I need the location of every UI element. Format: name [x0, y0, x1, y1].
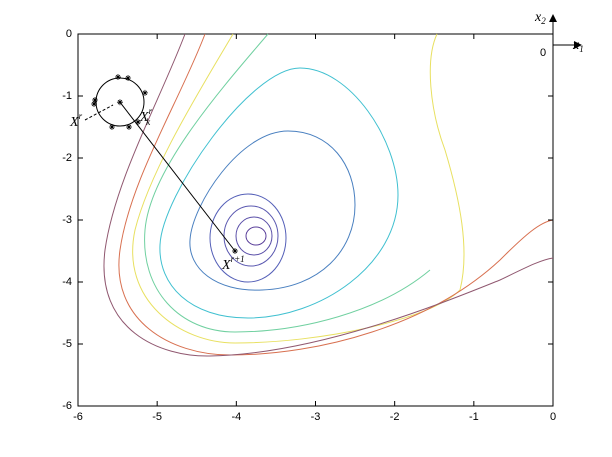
label-sup: r+1: [231, 254, 245, 264]
x-tick-label: 0: [550, 411, 556, 423]
inset-arrow: [574, 41, 582, 49]
star-point: [114, 74, 121, 81]
y-tick-label: -5: [62, 338, 72, 350]
contour-line: [132, 33, 465, 344]
inset-x1-label: x1: [572, 38, 584, 54]
star-point: [141, 89, 148, 96]
point-label: Xr k: [139, 106, 153, 127]
y-tick-label: 0: [66, 28, 72, 40]
star-point: [108, 124, 115, 130]
contour-line: [144, 33, 431, 333]
contour-line: [118, 33, 554, 356]
x-tick-label: -1: [469, 411, 479, 423]
label-sub: 1: [579, 44, 584, 54]
label-sub: k: [146, 117, 151, 127]
star-point: [135, 118, 142, 125]
y-tick-label: -4: [62, 276, 72, 288]
star-point: [125, 75, 132, 82]
y-tick-label: -6: [62, 400, 72, 412]
pointer-arrow: [84, 104, 114, 121]
x-tick-label: -5: [152, 411, 162, 423]
x-tick-label: -4: [231, 411, 241, 423]
star-point: [90, 100, 97, 107]
inset-arrow: [549, 14, 557, 22]
y-tick-label: -1: [62, 90, 72, 102]
label-base: X: [221, 258, 231, 273]
label-sup: r: [149, 106, 153, 116]
label-base: X: [69, 115, 79, 130]
y-tick-label: -3: [62, 214, 72, 226]
x-tick-label: -3: [311, 411, 321, 423]
contour-line: [159, 67, 399, 319]
contour-line: [103, 33, 554, 357]
star-point: [92, 97, 99, 104]
point-label: Xr: [69, 111, 83, 130]
contour-line: [189, 130, 356, 291]
plot-frame: [77, 33, 554, 407]
search-circle: [95, 77, 145, 127]
star-point: [231, 248, 238, 254]
contour-line: [209, 193, 287, 283]
contour-line: [245, 226, 267, 246]
contour-line: [235, 216, 273, 256]
x-tick-label: -6: [73, 411, 83, 423]
x-tick-label: -2: [390, 411, 400, 423]
label-base: x: [534, 10, 542, 25]
contours: [103, 33, 554, 357]
label-sub: 2: [541, 16, 546, 26]
inset-origin: 0: [540, 47, 546, 59]
search-line: [119, 101, 236, 252]
label-base: X: [139, 110, 149, 125]
star-point: [125, 124, 132, 130]
star-point: [116, 99, 123, 106]
label-base: x: [572, 38, 580, 53]
label-sup: r: [79, 111, 83, 121]
inset-axes: 0 x2 x1: [534, 10, 584, 59]
y-tick-label: -2: [62, 152, 72, 164]
inset-x2-label: x2: [534, 10, 546, 26]
point-label: Xr+1: [221, 254, 245, 273]
